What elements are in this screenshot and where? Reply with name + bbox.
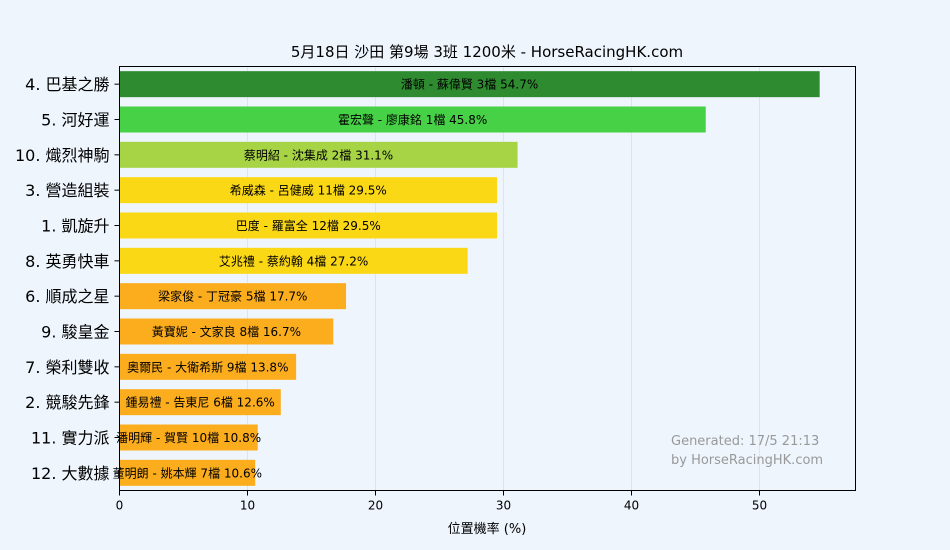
bar-label: 蔡明紹 - 沈集成 2檔 31.1% (244, 147, 393, 162)
bar (119, 389, 281, 416)
bars: 潘頓 - 蘇偉賢 3檔 54.7% 霍宏聲 - 廖康銘 1檔 45.8% 蔡明紹 -… (113, 71, 820, 486)
x-axis-label: 位置機率 (%) (448, 521, 527, 537)
category-label: 1. 凱旋升 (41, 217, 109, 236)
bar (119, 106, 706, 133)
category-label: 8. 英勇快車 (25, 252, 109, 271)
bar (119, 71, 820, 98)
x-tick-label: 40 (624, 499, 639, 513)
bar-label: 霍宏聲 - 廖康銘 1檔 45.8% (338, 112, 487, 127)
x-axis: 0 10 20 30 40 50 (116, 490, 767, 513)
bar-label: 梁家俊 - 丁冠豪 5檔 17.7% (158, 289, 307, 304)
bar (119, 212, 498, 239)
x-tick-label: 30 (496, 499, 511, 513)
category-label: 7. 榮利雙收 (25, 358, 109, 377)
bar-label: 巴度 - 羅富全 12檔 29.5% (236, 218, 381, 233)
bar-label: 希威森 - 呂健威 11檔 29.5% (230, 183, 387, 198)
bar (119, 283, 347, 310)
bar (119, 141, 518, 168)
category-label: 10. 熾烈神駒 (15, 146, 110, 165)
bar (119, 177, 498, 204)
bar-label: 黃寶妮 - 文家良 8檔 16.7% (152, 324, 301, 339)
category-label: 5. 河好運 (41, 111, 109, 130)
category-label: 12. 大數據 (31, 464, 110, 483)
bar-label: 艾兆禮 - 蔡約翰 4檔 27.2% (219, 253, 368, 268)
chart-title: 5月18日 沙田 第9場 3班 1200米 - HorseRacingHK.co… (291, 43, 683, 61)
source-note: by HorseRacingHK.com (671, 453, 823, 468)
x-tick-label: 20 (368, 499, 383, 513)
x-tick-label: 50 (752, 499, 767, 513)
bar (119, 318, 334, 345)
y-axis: 4. 巴基之勝 5. 河好運 10. 熾烈神駒 3. 營造組裝 1. 凱旋升 8. 英勇快… (15, 75, 120, 483)
bar (119, 424, 258, 451)
bar-label: 潘明輝 - 賀賢 10檔 10.8% (116, 431, 261, 445)
category-label: 3. 營造組裝 (25, 181, 109, 200)
x-tick-label: 10 (240, 499, 255, 513)
generated-note: Generated: 17/5 21:13 (671, 434, 819, 449)
category-label: 11. 實力派 (31, 429, 110, 448)
category-label: 9. 駿皇金 (41, 323, 109, 342)
plot-frame (119, 66, 856, 491)
bar (119, 353, 297, 380)
category-label: 4. 巴基之勝 (25, 75, 109, 94)
bar-label: 潘頓 - 蘇偉賢 3檔 54.7% (401, 78, 538, 92)
bar (119, 247, 468, 274)
category-label: 2. 競駿先鋒 (25, 393, 109, 412)
bar-label: 鍾易禮 - 告東尼 6檔 12.6% (125, 396, 274, 410)
category-label: 6. 順成之星 (25, 287, 109, 306)
bar (119, 459, 256, 486)
x-tick-label: 0 (116, 499, 124, 513)
bar-label: 奧爾民 - 大衛希斯 9檔 13.8% (127, 359, 288, 374)
bar-label: 董明朗 - 姚本輝 7檔 10.6% (113, 466, 262, 480)
